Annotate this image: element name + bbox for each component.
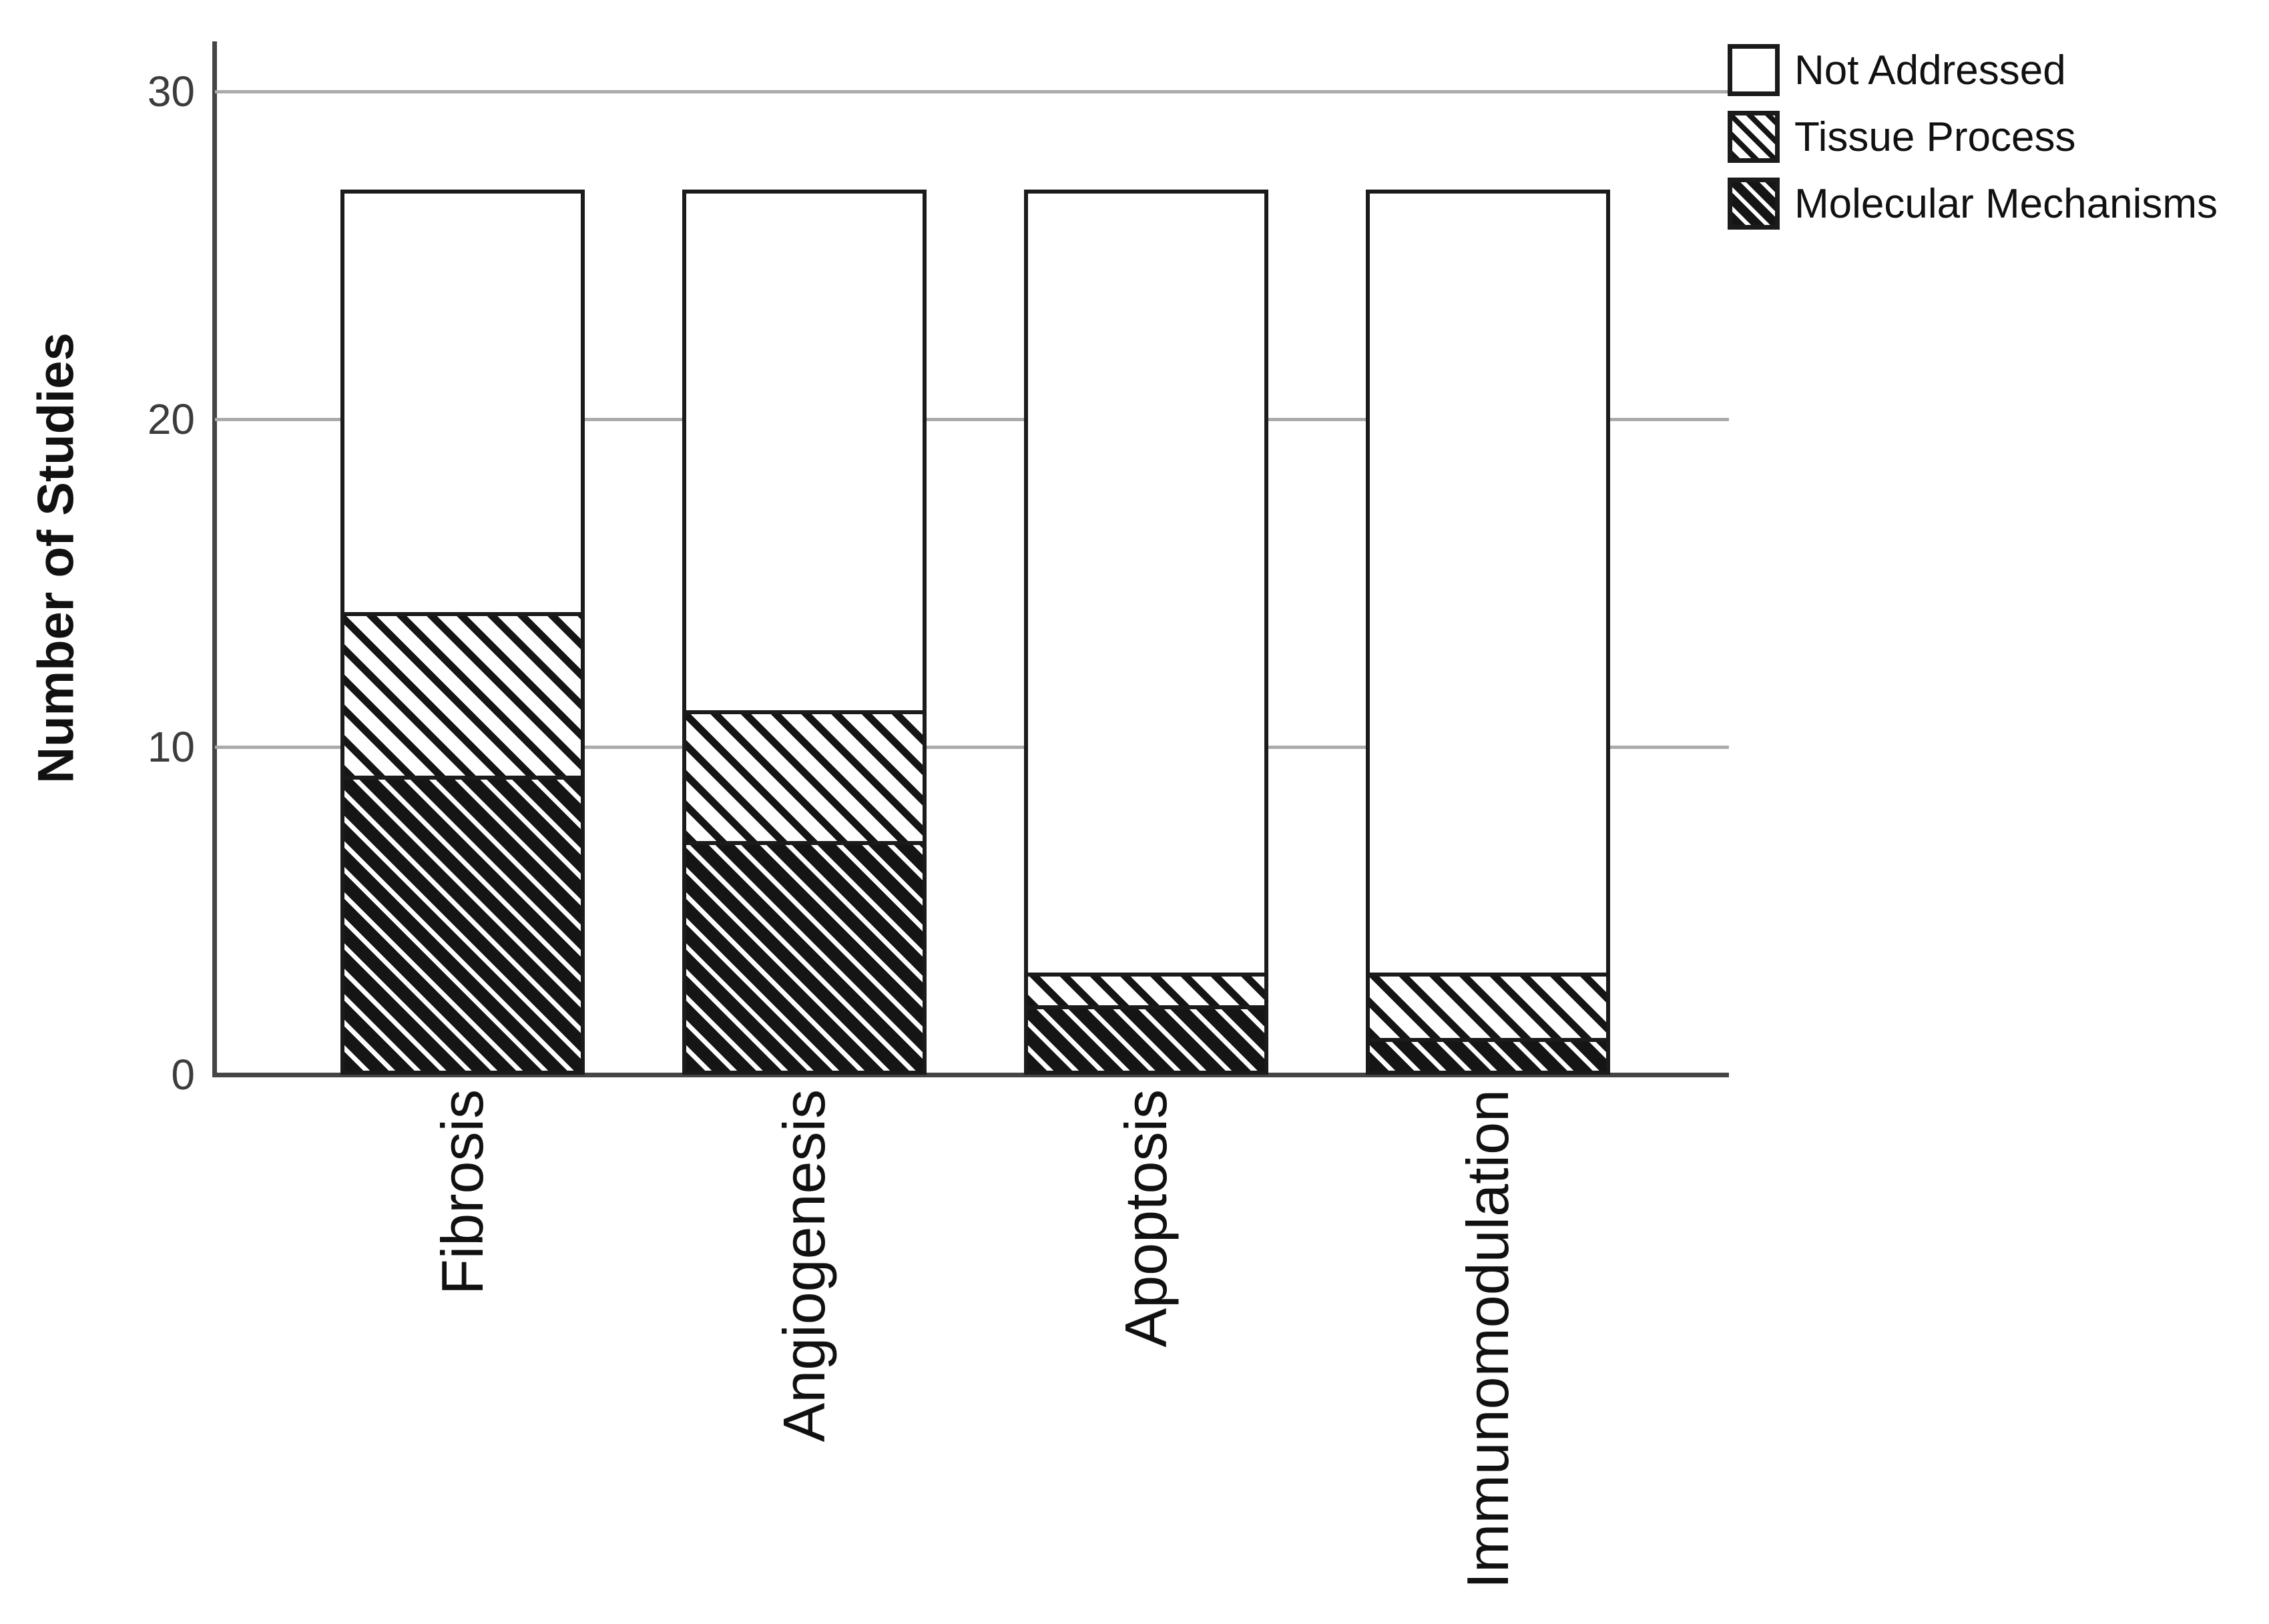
bar-apoptosis	[1024, 190, 1268, 1075]
y-tick-label: 30	[147, 67, 195, 115]
legend-label: Molecular Mechanisms	[1794, 180, 2218, 227]
x-category-label-apoptosis: Apoptosis	[1113, 1089, 1179, 1348]
bar-segment-tissue-process	[1028, 972, 1264, 1005]
legend-swatch-not-addressed	[1728, 44, 1780, 96]
gridline-30	[215, 90, 1729, 93]
bar-fibrosis	[340, 190, 585, 1075]
bar-segment-not-addressed	[1028, 194, 1264, 973]
x-axis-line	[212, 1073, 1729, 1077]
bar-segment-tissue-process	[686, 710, 923, 842]
bar-segment-not-addressed	[344, 194, 581, 612]
legend-row-molecular-mechanisms: Molecular Mechanisms	[1728, 178, 2218, 230]
x-category-label-immunomodulation: Immunomodulation	[1455, 1089, 1521, 1589]
bar-segment-not-addressed	[1370, 194, 1606, 973]
legend-row-tissue-process: Tissue Process	[1728, 111, 2076, 163]
y-tick-label: 20	[147, 395, 195, 443]
x-category-label-angiogenesis: Angiogenesis	[771, 1089, 837, 1442]
legend-swatch-tissue-process	[1728, 111, 1780, 163]
bar-segment-tissue-process	[344, 611, 581, 776]
legend-swatch-molecular-mechanisms	[1728, 178, 1780, 230]
bar-segment-molecular-mechanisms	[1028, 1005, 1264, 1071]
bar-segment-molecular-mechanisms	[344, 776, 581, 1071]
y-axis-title: Number of Studies	[27, 332, 85, 784]
bar-segment-not-addressed	[686, 194, 923, 710]
gridline-10	[215, 746, 1729, 749]
y-tick-label: 10	[147, 723, 195, 771]
bar-segment-tissue-process	[1370, 972, 1606, 1038]
y-axis-line	[212, 41, 217, 1077]
gridline-20	[215, 418, 1729, 421]
legend-row-not-addressed: Not Addressed	[1728, 44, 2066, 96]
bar-segment-molecular-mechanisms	[1370, 1037, 1606, 1071]
bar-immunomodulation	[1366, 190, 1610, 1075]
legend-label: Tissue Process	[1794, 113, 2076, 160]
bar-segment-molecular-mechanisms	[686, 841, 923, 1071]
bar-angiogenesis	[682, 190, 927, 1075]
x-category-label-fibrosis: Fibrosis	[429, 1089, 495, 1296]
legend-label: Not Addressed	[1794, 47, 2066, 93]
y-tick-label: 0	[171, 1051, 195, 1099]
